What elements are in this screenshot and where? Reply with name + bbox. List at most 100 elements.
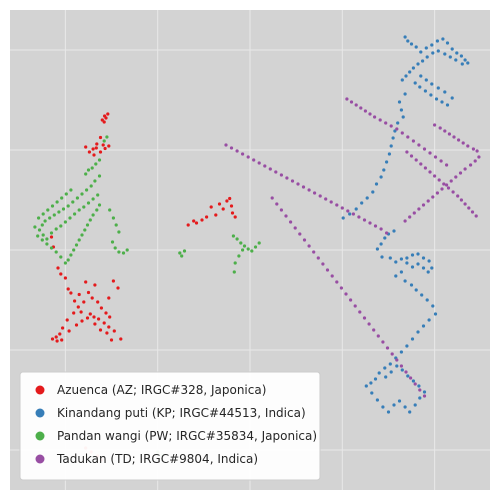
data-point bbox=[457, 138, 461, 142]
data-point bbox=[369, 381, 373, 385]
data-point bbox=[420, 293, 424, 297]
data-point bbox=[400, 131, 404, 135]
data-point bbox=[414, 158, 418, 162]
data-point bbox=[403, 92, 407, 96]
data-point bbox=[55, 200, 59, 204]
legend-label-kinandang-puti: Kinandang puti (KP; IRGC#44513, Indica) bbox=[57, 406, 306, 420]
data-point bbox=[75, 196, 79, 200]
data-point bbox=[469, 163, 473, 167]
data-point bbox=[69, 291, 73, 295]
data-point bbox=[285, 176, 289, 180]
data-point bbox=[233, 215, 237, 219]
data-point bbox=[45, 237, 49, 241]
data-point bbox=[474, 214, 478, 218]
data-point bbox=[54, 335, 58, 339]
data-point bbox=[192, 219, 196, 223]
data-point bbox=[363, 109, 367, 113]
data-point bbox=[397, 100, 402, 104]
data-point bbox=[364, 384, 368, 388]
data-point bbox=[270, 196, 274, 200]
data-point bbox=[433, 123, 437, 127]
data-point bbox=[459, 54, 463, 58]
data-point bbox=[86, 168, 91, 172]
legend-label-pandan-wangi: Pandan wangi (PW; IRGC#35834, Japonica) bbox=[57, 429, 317, 443]
data-point bbox=[63, 261, 67, 265]
data-point bbox=[463, 167, 467, 171]
data-point bbox=[406, 39, 410, 43]
data-point bbox=[89, 184, 93, 188]
data-point bbox=[86, 290, 91, 295]
data-point bbox=[422, 390, 427, 394]
data-point bbox=[372, 328, 376, 332]
data-point bbox=[77, 208, 81, 212]
data-point bbox=[345, 97, 349, 101]
data-point bbox=[107, 144, 111, 148]
legend-swatch-tadukan bbox=[35, 454, 45, 464]
data-point bbox=[397, 399, 402, 403]
data-point bbox=[59, 255, 63, 259]
data-point bbox=[229, 146, 234, 150]
legend: Azuenca (AZ; IRGC#328, Japonica) Kinanda… bbox=[19, 371, 321, 481]
data-point bbox=[449, 179, 453, 183]
data-point bbox=[91, 213, 95, 217]
data-point bbox=[403, 405, 407, 409]
data-point bbox=[368, 112, 372, 116]
data-point bbox=[235, 149, 239, 153]
data-point bbox=[418, 85, 422, 89]
data-point bbox=[475, 149, 479, 153]
data-point bbox=[466, 144, 470, 148]
data-point bbox=[421, 324, 426, 328]
data-point bbox=[117, 230, 121, 234]
data-point bbox=[119, 337, 123, 341]
data-point bbox=[228, 196, 232, 201]
data-point bbox=[186, 223, 190, 227]
data-point bbox=[443, 129, 447, 133]
data-point bbox=[58, 332, 62, 336]
data-point bbox=[301, 185, 306, 189]
data-point bbox=[86, 201, 91, 205]
data-point bbox=[386, 410, 391, 414]
data-point bbox=[82, 300, 86, 304]
data-point bbox=[389, 370, 393, 374]
data-point bbox=[74, 323, 79, 327]
data-point bbox=[341, 216, 345, 220]
data-point bbox=[411, 139, 415, 143]
data-point bbox=[387, 152, 391, 156]
data-point bbox=[454, 58, 458, 62]
legend-swatch-pandan-wangi bbox=[35, 431, 45, 441]
data-point bbox=[77, 292, 81, 297]
data-point bbox=[419, 162, 423, 166]
data-point bbox=[69, 253, 73, 257]
data-point bbox=[443, 90, 447, 94]
data-point bbox=[102, 321, 106, 325]
data-point bbox=[353, 304, 357, 308]
data-point bbox=[200, 218, 204, 222]
data-point bbox=[399, 108, 403, 112]
data-point bbox=[104, 116, 108, 120]
data-point bbox=[41, 212, 45, 216]
data-point bbox=[71, 200, 75, 204]
data-point bbox=[79, 310, 83, 314]
data-point bbox=[97, 317, 101, 321]
data-point bbox=[400, 78, 404, 82]
data-point bbox=[289, 220, 293, 224]
data-point bbox=[426, 199, 430, 203]
data-point bbox=[435, 191, 439, 195]
data-point bbox=[274, 170, 278, 174]
data-point bbox=[102, 120, 106, 124]
data-point bbox=[49, 231, 54, 235]
data-point bbox=[358, 310, 362, 314]
legend-label-azuenca: Azuenca (AZ; IRGC#328, Japonica) bbox=[57, 383, 266, 397]
data-point bbox=[46, 208, 50, 212]
data-point bbox=[373, 224, 378, 228]
data-point bbox=[257, 241, 261, 245]
data-point bbox=[93, 179, 97, 183]
data-point bbox=[395, 127, 399, 131]
data-point bbox=[410, 253, 415, 257]
data-point bbox=[85, 188, 89, 192]
data-point bbox=[430, 43, 434, 47]
data-point bbox=[393, 129, 397, 133]
data-point bbox=[414, 45, 418, 49]
data-point bbox=[98, 150, 103, 154]
data-point bbox=[40, 238, 44, 242]
